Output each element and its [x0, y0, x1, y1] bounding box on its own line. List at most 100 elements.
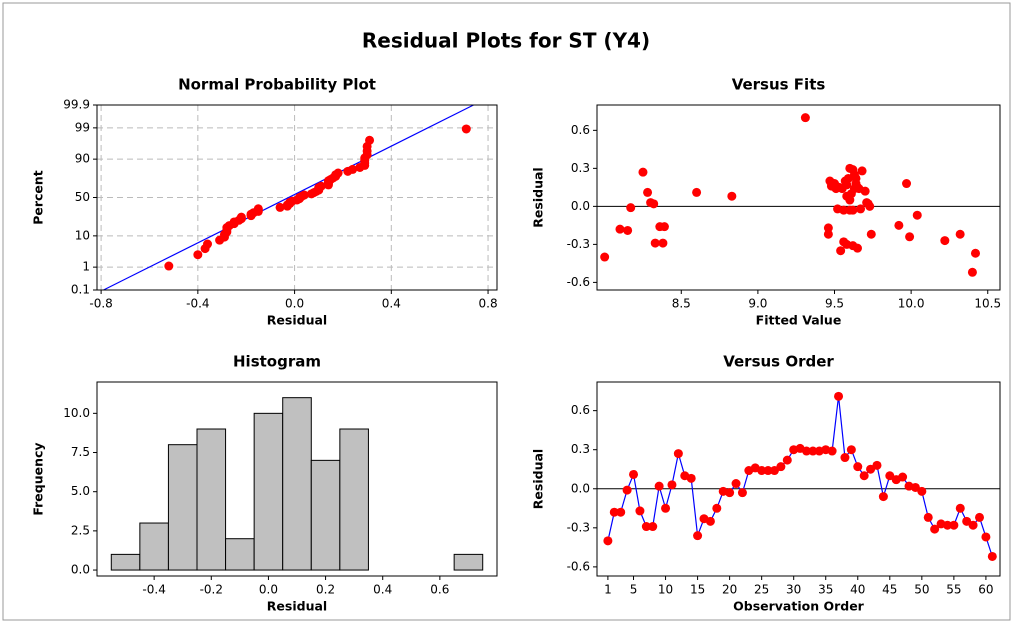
x-tick-label: 0.6: [430, 583, 449, 597]
panel-title: Histogram: [233, 353, 321, 371]
point: [316, 181, 326, 191]
point: [974, 512, 984, 522]
point: [967, 267, 977, 277]
point: [842, 191, 852, 201]
x-tick-label: -0.2: [200, 583, 223, 597]
point: [603, 536, 613, 546]
x-tick-label: -0.4: [142, 583, 165, 597]
point: [626, 203, 636, 213]
panel-title: Versus Order: [723, 353, 834, 371]
point: [851, 173, 861, 183]
point: [650, 238, 660, 248]
chart-title: Residual Plots for ST (Y4): [362, 29, 650, 53]
point: [940, 236, 950, 246]
point: [609, 507, 619, 517]
point: [236, 212, 246, 222]
point: [840, 453, 850, 463]
point: [857, 166, 867, 176]
x-tick-label: 50: [914, 583, 929, 597]
point: [872, 460, 882, 470]
bar: [453, 553, 484, 571]
y-tick-label: 10.0: [63, 406, 90, 420]
y-axis-label: Residual: [531, 449, 546, 509]
y-axis-label: Frequency: [31, 442, 46, 515]
x-axis-label: Fitted Value: [756, 313, 842, 328]
point: [641, 522, 651, 532]
y-tick-label: 0.6: [571, 123, 590, 137]
x-tick-label: 0.2: [316, 583, 335, 597]
point: [348, 164, 358, 174]
x-tick-label: 10.5: [974, 297, 1001, 311]
y-tick-label: 0.0: [571, 481, 590, 495]
x-tick-label: 60: [978, 583, 993, 597]
point: [923, 512, 933, 522]
x-tick-label: 20: [722, 583, 737, 597]
point: [654, 481, 664, 491]
point: [970, 248, 980, 258]
x-tick-label: 5: [630, 583, 638, 597]
point: [193, 250, 203, 260]
bar: [282, 397, 312, 571]
point: [846, 445, 856, 455]
point: [823, 229, 833, 239]
plot-frame: [596, 381, 1001, 577]
x-tick-label: 0.4: [382, 297, 401, 311]
bar: [310, 459, 341, 571]
y-tick-label: 0.0: [571, 199, 590, 213]
point: [461, 124, 471, 134]
fit-line: [103, 104, 474, 291]
x-tick-label: 0.0: [259, 583, 278, 597]
point: [836, 246, 846, 256]
point: [878, 492, 888, 502]
y-axis-label: Residual: [531, 167, 546, 227]
x-tick-label: 55: [946, 583, 961, 597]
point: [848, 205, 858, 215]
point: [955, 229, 965, 239]
point: [894, 220, 904, 230]
point: [623, 225, 633, 235]
point: [299, 190, 309, 200]
point: [827, 446, 837, 456]
y-tick-label: -0.6: [567, 559, 590, 573]
point: [203, 239, 213, 249]
y-tick-label: 50: [75, 190, 90, 204]
x-tick-label: 8.5: [672, 297, 691, 311]
x-axis-label: Residual: [267, 599, 327, 614]
point: [949, 520, 959, 530]
panel-title: Versus Fits: [732, 76, 826, 94]
y-tick-label: 1: [82, 260, 90, 274]
x-tick-label: 25: [754, 583, 769, 597]
bar: [225, 538, 255, 571]
point: [902, 179, 912, 189]
point: [661, 503, 671, 513]
y-tick-label: 5.0: [71, 484, 90, 498]
point: [629, 469, 639, 479]
panel-title: Normal Probability Plot: [178, 76, 376, 94]
point: [800, 113, 810, 123]
point: [853, 462, 863, 472]
point: [658, 238, 668, 248]
point: [638, 167, 648, 177]
point: [782, 455, 792, 465]
y-tick-label: -0.3: [567, 237, 590, 251]
point: [859, 471, 869, 481]
y-tick-label: 0.3: [571, 161, 590, 175]
point: [692, 187, 702, 197]
point: [615, 224, 625, 234]
point: [856, 204, 866, 214]
x-tick-label: 15: [690, 583, 705, 597]
point: [865, 201, 875, 211]
point: [731, 479, 741, 489]
point: [808, 446, 818, 456]
point: [866, 229, 876, 239]
point: [834, 391, 844, 401]
point: [757, 466, 767, 476]
point: [643, 187, 653, 197]
plot-frame: [96, 381, 498, 577]
x-tick-label: 9.0: [748, 297, 767, 311]
x-axis-label: Residual: [267, 313, 327, 328]
plot-area: [597, 382, 1000, 576]
y-tick-label: 0.0: [71, 563, 90, 577]
point: [852, 243, 862, 253]
